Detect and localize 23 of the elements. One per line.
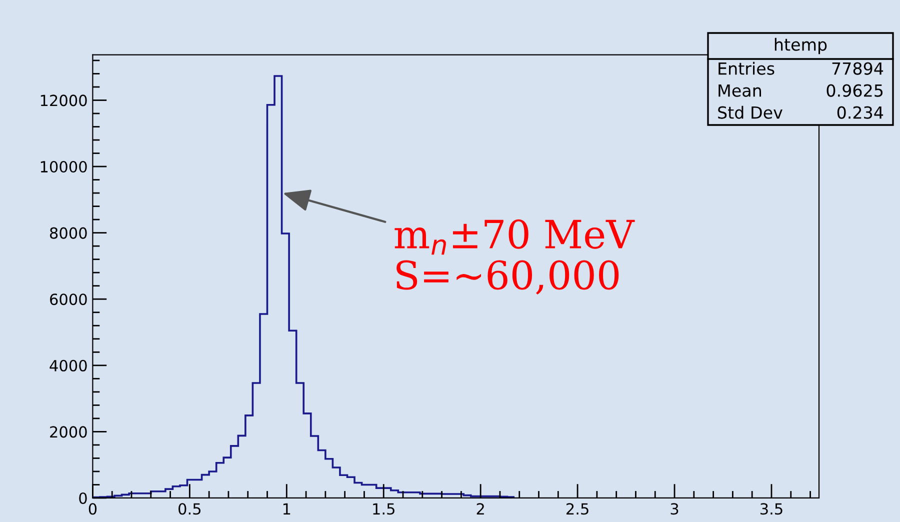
x-tick-label: 1.5: [373, 503, 394, 515]
x-tick-label: 2: [476, 503, 484, 514]
annotation: Std Dev: [718, 106, 782, 119]
text: 0.9625: [826, 84, 883, 97]
x-tick-label: 2.5: [566, 503, 588, 515]
text: 0.234: [837, 106, 884, 119]
y-tick-label: 4000: [50, 360, 87, 372]
y-tick-label: 12000: [40, 94, 87, 106]
x-tick-label: 0: [88, 503, 97, 515]
y-tick-label: 10000: [40, 160, 87, 173]
text: htemp: [774, 38, 827, 54]
y-tick-label: 0: [79, 492, 87, 504]
x-tick-label: 0.5: [178, 503, 200, 515]
x-tick-label: 1: [283, 503, 290, 514]
text: 77894: [832, 62, 884, 75]
x-tick-label: 3: [670, 503, 678, 515]
annotation: m$_{n}$±70 MeV S=~60,000: [394, 219, 635, 294]
annotation: Mean: [718, 84, 761, 97]
y-tick-label: 8000: [50, 227, 87, 239]
y-tick-label: 2000: [50, 426, 87, 438]
annotation: Entries: [718, 62, 774, 75]
y-tick-label: 6000: [50, 294, 87, 306]
x-tick-label: 3.5: [760, 503, 782, 515]
